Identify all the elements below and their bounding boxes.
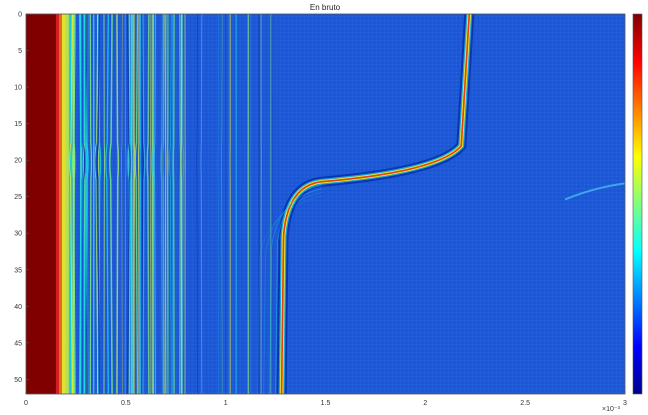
y-axis: 0 5 10 15 20 25 30 35 40 45 50 [14,12,29,384]
band-edge-stripe [55,14,59,394]
x-tick-label: 0 [24,400,28,407]
oscillation-streak [196,14,198,394]
heatmap-features [26,14,625,394]
oscillation-streak [89,14,93,394]
y-tick-label: 5 [18,48,22,55]
y-tick-label: 45 [14,340,22,347]
x-tick-label: 3 [623,400,627,407]
curved-echo-shadow [275,184,322,394]
x-axis: 0 0.5 1 1.5 2 2.5 3 [24,391,627,407]
y-tick-label: 25 [14,194,22,201]
oscillation-streak [150,14,153,394]
plot-area [26,14,625,394]
curved-echo-band [280,14,471,394]
oscillation-streak [166,14,169,394]
oscillation-streak [217,14,219,394]
oscillation-streak [160,14,164,394]
oscillation-streak [97,14,102,394]
heatmap-background [26,14,625,394]
oscillation-streak [146,14,150,394]
oscillation-streak [83,14,88,394]
x-tick-label: 2.5 [520,400,530,407]
oscillation-streak [128,14,133,394]
y-tick-label: 10 [14,85,22,92]
oscillation-streak [71,14,75,394]
y-tick-label: 35 [14,267,22,274]
oscillation-streak [221,14,223,394]
oscillation-streak [103,14,105,394]
y-tick-label: 50 [14,377,22,384]
curved-echo-shadow [257,195,322,394]
oscillation-streak [142,14,146,394]
x-tick-label: 0.5 [121,400,131,407]
x-tick-label: 1.5 [321,400,331,407]
colorbar [632,13,643,395]
oscillation-streak [153,14,157,394]
oscillation-streak [164,14,167,394]
y-tick-label: 30 [14,231,22,238]
oscillation-streak [69,14,73,394]
y-tick-label: 20 [14,158,22,165]
curved-echo-shadow [269,188,322,394]
y-tick-label: 0 [18,12,22,19]
oscillation-streak [152,14,155,394]
x-axis-exponent: ×10⁻³ [602,406,621,413]
oscillation-streak [200,14,203,394]
oscillation-streak [105,14,109,394]
oscillation-streak [72,14,74,394]
curved-echo-shadow [263,192,322,394]
saturated-band [26,14,56,394]
late-echo [564,182,625,201]
band-edge-stripe [61,14,66,394]
oscillation-streak [139,14,142,394]
oscillation-streak [169,14,172,394]
oscillation-streak [181,14,185,394]
oscillation-streak [141,14,144,394]
oscillation-streak [167,14,170,394]
oscillation-streak [109,14,113,394]
y-tick-label: 15 [14,121,22,128]
oscillation-streak [121,14,123,394]
oscillation-streak [127,14,131,394]
x-tick-label: 2 [423,400,427,407]
oscillation-streak [181,14,183,394]
x-tick-label: 1 [224,400,228,407]
oscillation-streak [84,14,89,394]
oscillation-streak [179,14,182,394]
oscillation-streak [149,14,152,394]
oscillation-streak [172,14,175,394]
band-edge-stripe [58,14,62,394]
chart-title: En bruto [310,3,341,12]
band-edge-stripe [65,14,69,394]
y-tick-label: 40 [14,304,22,311]
oscillation-streak [124,14,127,394]
oscillation-streak [79,14,82,394]
oscillation-streak [116,14,120,394]
oscillation-streak [96,14,100,394]
